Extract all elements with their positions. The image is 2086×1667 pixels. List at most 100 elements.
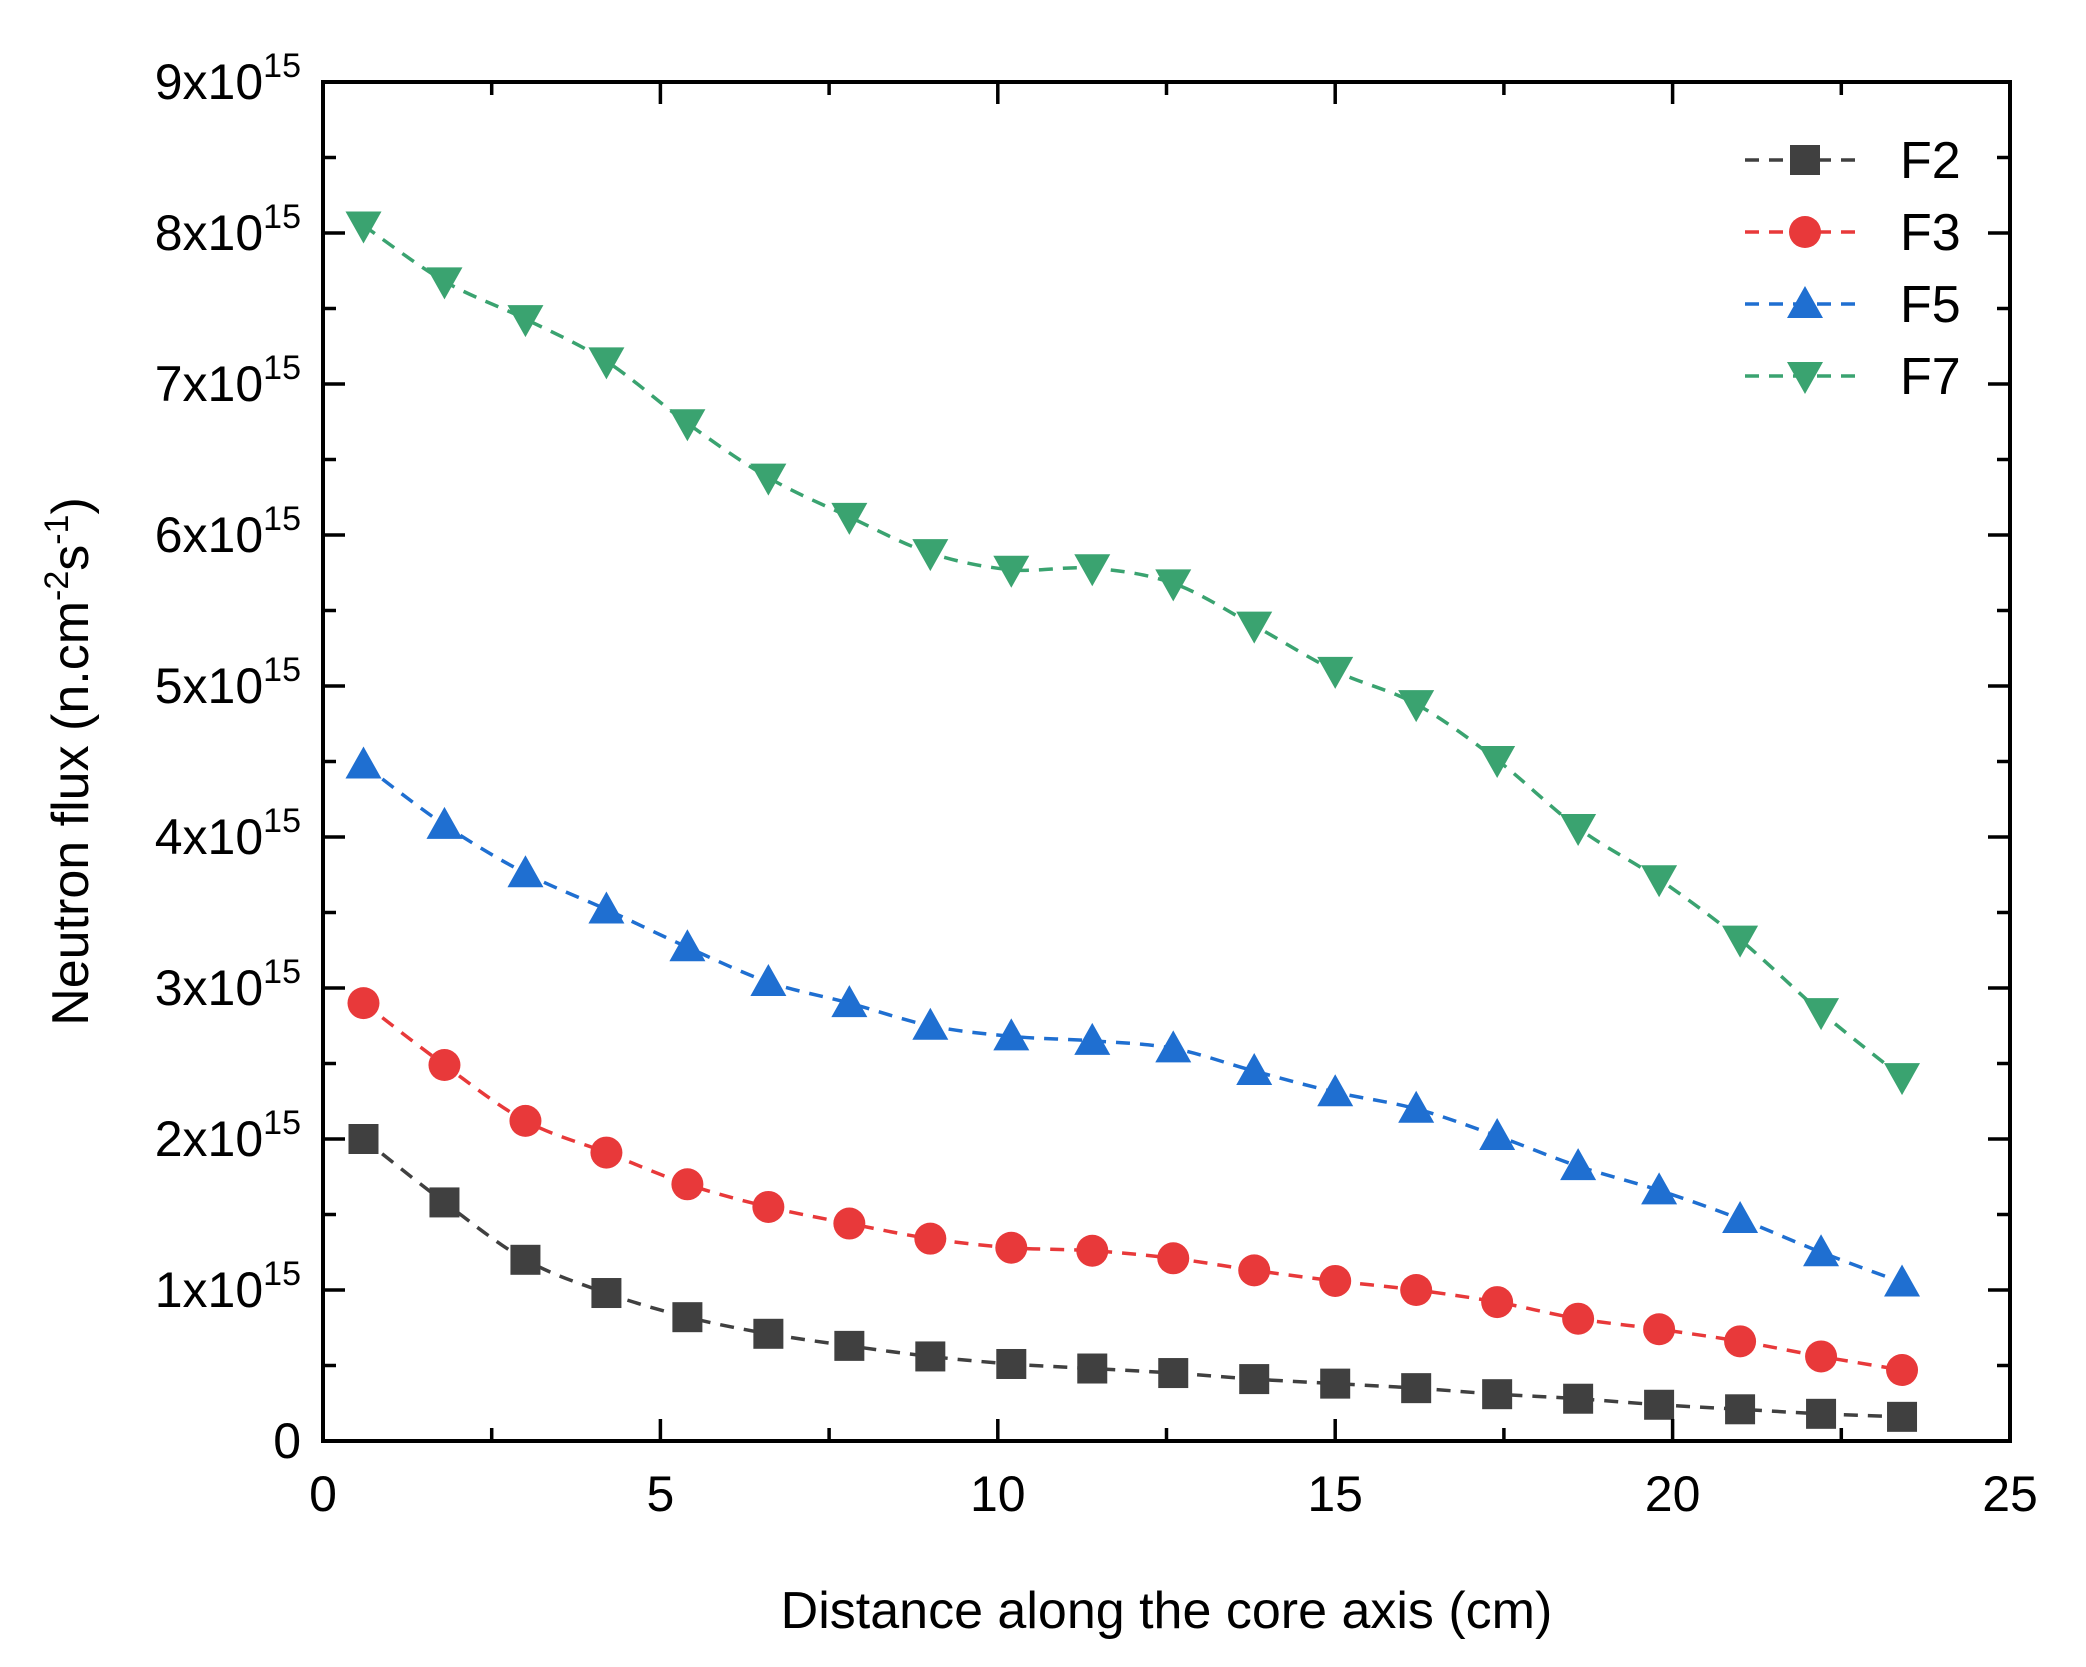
data-point-F2	[996, 1348, 1027, 1379]
y-tick-exponent: 15	[263, 1104, 301, 1142]
data-point-F2	[1725, 1394, 1756, 1425]
y-tick-base: 5x10	[155, 658, 263, 714]
data-point-F2	[429, 1187, 460, 1218]
y-tick-label: 4x1015	[155, 802, 301, 865]
data-point-F3	[509, 1104, 542, 1137]
y-tick-base: 1x10	[155, 1262, 263, 1318]
data-point-F5	[912, 1007, 949, 1040]
y-tick-label: 5x1015	[155, 651, 301, 714]
data-point-F2	[1482, 1379, 1513, 1410]
y-tick-exponent: 15	[263, 1255, 301, 1293]
data-point-F5	[1641, 1172, 1678, 1205]
y-tick-label: 0	[273, 1413, 301, 1469]
data-point-F5	[1074, 1022, 1111, 1055]
data-point-F2	[1077, 1353, 1108, 1384]
data-point-F5	[345, 746, 382, 779]
data-point-F2	[834, 1330, 865, 1361]
x-tick-label: 0	[309, 1466, 337, 1522]
y-title-base: Neutron flux (n.cm	[42, 601, 100, 1026]
data-point-F3	[1724, 1325, 1757, 1358]
y-tick-base: 8x10	[155, 205, 263, 261]
legend-entry-F5: F5	[1745, 276, 1961, 334]
legend-marker-F2	[1790, 145, 1820, 175]
data-point-F7	[993, 555, 1030, 588]
y-tick-label: 8x1015	[155, 198, 301, 261]
data-point-F5	[1155, 1030, 1192, 1063]
y-tick-exponent: 15	[263, 953, 301, 991]
data-point-F7	[426, 267, 463, 300]
x-tick-label: 5	[646, 1466, 674, 1522]
y-tick-exponent: 15	[263, 651, 301, 689]
data-point-F3	[1400, 1274, 1433, 1306]
legend-marker-F3	[1789, 216, 1821, 248]
data-point-F5	[426, 806, 463, 839]
legend-marker-F7	[1787, 362, 1823, 394]
data-point-F5	[1884, 1264, 1921, 1297]
data-point-F2	[1320, 1368, 1351, 1399]
data-point-F3	[1319, 1264, 1352, 1297]
y-tick-base: 0	[273, 1413, 301, 1469]
y-tick-base: 3x10	[155, 960, 263, 1016]
legend-entry-F2: F2	[1745, 132, 1961, 190]
data-point-F5	[1560, 1148, 1597, 1181]
series-F5	[345, 746, 1921, 1297]
data-point-F3	[1157, 1242, 1190, 1275]
data-point-F2	[1806, 1398, 1837, 1429]
y-tick-base: 2x10	[155, 1111, 263, 1167]
data-point-F5	[1317, 1074, 1354, 1107]
legend-label-F3: F3	[1900, 204, 1961, 262]
y-tick-exponent: 15	[263, 802, 301, 840]
data-point-F7	[1317, 656, 1354, 689]
x-tick-label: 10	[970, 1466, 1026, 1522]
data-point-F2	[1158, 1358, 1189, 1389]
legend-entry-F3: F3	[1745, 204, 1961, 262]
data-point-F5	[669, 929, 706, 962]
y-title-sup2: -1	[38, 515, 76, 545]
data-point-F3	[428, 1049, 461, 1082]
y-tick-exponent: 15	[263, 500, 301, 538]
series-F2	[348, 1124, 1918, 1432]
data-point-F2	[1644, 1389, 1675, 1420]
data-point-F7	[1722, 925, 1759, 958]
x-tick-label: 25	[1982, 1466, 2038, 1522]
y-tick-exponent: 15	[263, 198, 301, 236]
legend-marker-F5	[1787, 286, 1823, 318]
y-tick-label: 9x1015	[155, 47, 301, 110]
data-point-F3	[752, 1190, 785, 1223]
series-line-F5	[362, 763, 1903, 1285]
data-point-F7	[1155, 569, 1192, 602]
data-point-F2	[1563, 1383, 1594, 1414]
x-tick-label: 15	[1307, 1466, 1363, 1522]
y-tick-label: 6x1015	[155, 500, 301, 563]
data-point-F3	[995, 1231, 1028, 1264]
data-point-F3	[1076, 1234, 1109, 1267]
x-axis-title: Distance along the core axis (cm)	[781, 1582, 1553, 1640]
data-point-F5	[993, 1018, 1030, 1051]
data-point-F3	[1238, 1254, 1271, 1287]
data-point-F5	[1722, 1201, 1759, 1234]
data-point-F3	[347, 987, 380, 1020]
y-tick-label: 1x1015	[155, 1255, 301, 1318]
data-point-F5	[831, 985, 868, 1018]
data-point-F7	[912, 539, 949, 572]
data-point-F2	[1239, 1364, 1270, 1395]
x-tick-label: 20	[1645, 1466, 1701, 1522]
data-point-F5	[1236, 1053, 1273, 1086]
data-point-F2	[915, 1341, 946, 1372]
data-point-F5	[1803, 1234, 1840, 1267]
data-point-F2	[1887, 1401, 1918, 1432]
data-point-F5	[588, 891, 625, 924]
series-F7	[345, 211, 1921, 1096]
data-point-F7	[669, 409, 706, 442]
y-title-mid: s	[42, 545, 100, 571]
data-point-F7	[1074, 554, 1111, 587]
data-point-F3	[671, 1168, 704, 1201]
data-point-F5	[507, 855, 544, 888]
data-point-F7	[831, 502, 868, 535]
y-title-sup1: -2	[38, 571, 76, 601]
data-point-F2	[672, 1302, 703, 1333]
data-point-F7	[1236, 611, 1273, 644]
legend-label-F7: F7	[1900, 348, 1961, 406]
y-tick-base: 4x10	[155, 809, 263, 865]
